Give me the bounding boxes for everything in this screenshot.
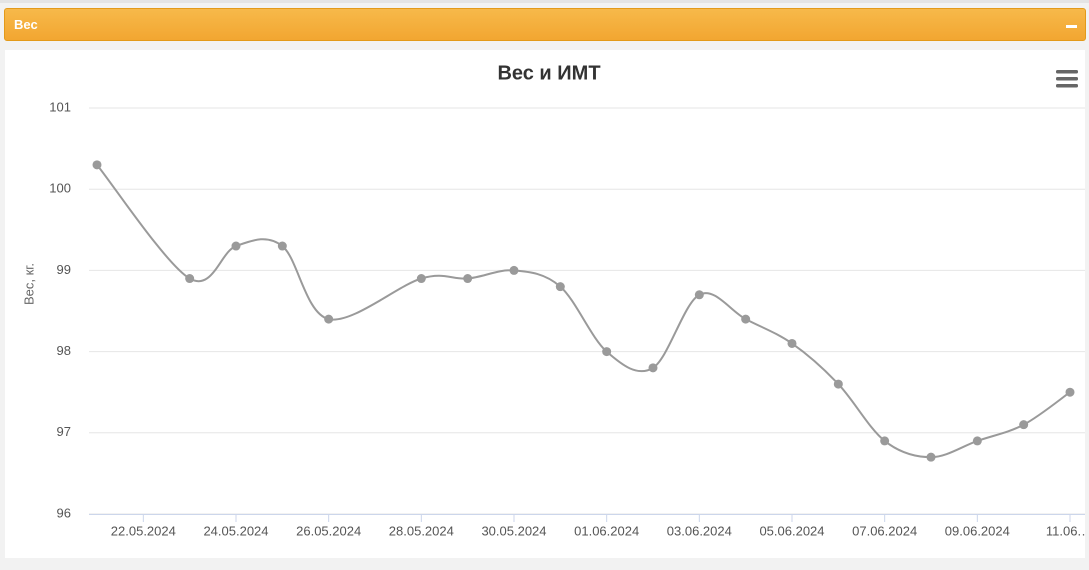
panel-title: Вес (14, 17, 38, 32)
x-tick-label: 22.05.2024 (111, 523, 176, 538)
data-point[interactable] (277, 241, 287, 251)
data-point[interactable] (92, 160, 102, 170)
y-tick-label: 101 (49, 99, 71, 114)
x-tick-label: 01.06.2024 (574, 523, 639, 538)
data-point[interactable] (880, 436, 890, 446)
data-point[interactable] (972, 436, 982, 446)
y-tick-label: 96 (57, 505, 71, 520)
chart-title: Вес и ИМТ (497, 62, 600, 84)
data-point[interactable] (324, 314, 334, 324)
data-point[interactable] (555, 282, 565, 292)
y-axis-label: Вес, кг. (21, 263, 36, 305)
panel-header[interactable]: Вес (4, 8, 1086, 41)
series-line (96, 164, 1071, 459)
x-tick-label: 24.05.2024 (203, 523, 268, 538)
data-point[interactable] (416, 274, 426, 284)
data-point[interactable] (509, 265, 519, 275)
y-tick-label: 98 (57, 343, 71, 358)
data-point[interactable] (185, 274, 195, 284)
x-tick-label: 26.05.2024 (296, 523, 361, 538)
x-tick-label: 03.06.2024 (667, 523, 732, 538)
data-point[interactable] (231, 241, 241, 251)
data-point[interactable] (741, 314, 751, 324)
menu-button[interactable] (1056, 70, 1078, 88)
x-tick-label: 05.06.2024 (759, 523, 824, 538)
y-tick-label: 100 (49, 181, 71, 196)
data-point[interactable] (1065, 387, 1075, 397)
data-point[interactable] (648, 363, 658, 373)
data-point[interactable] (787, 338, 797, 348)
data-point[interactable] (1019, 420, 1029, 430)
tab-strip (0, 0, 1089, 3)
data-point[interactable] (833, 379, 843, 389)
x-tick-label: 07.06.2024 (852, 523, 917, 538)
x-tick-label: 09.06.2024 (945, 523, 1010, 538)
y-tick-label: 99 (57, 262, 71, 277)
y-tick-label: 97 (57, 424, 71, 439)
data-point[interactable] (926, 452, 936, 462)
x-tick-label: 28.05.2024 (389, 523, 454, 538)
chart: Вес и ИМТ Вес, кг. 96 97 98 99 100 101 22.05.2… (5, 50, 1085, 558)
x-tick-label: 30.05.2024 (481, 523, 546, 538)
data-point[interactable] (463, 274, 473, 284)
data-point[interactable] (694, 290, 704, 300)
x-tick-label: 11.06.… (1046, 523, 1085, 538)
data-point[interactable] (602, 347, 612, 357)
collapse-button[interactable] (1066, 25, 1077, 28)
